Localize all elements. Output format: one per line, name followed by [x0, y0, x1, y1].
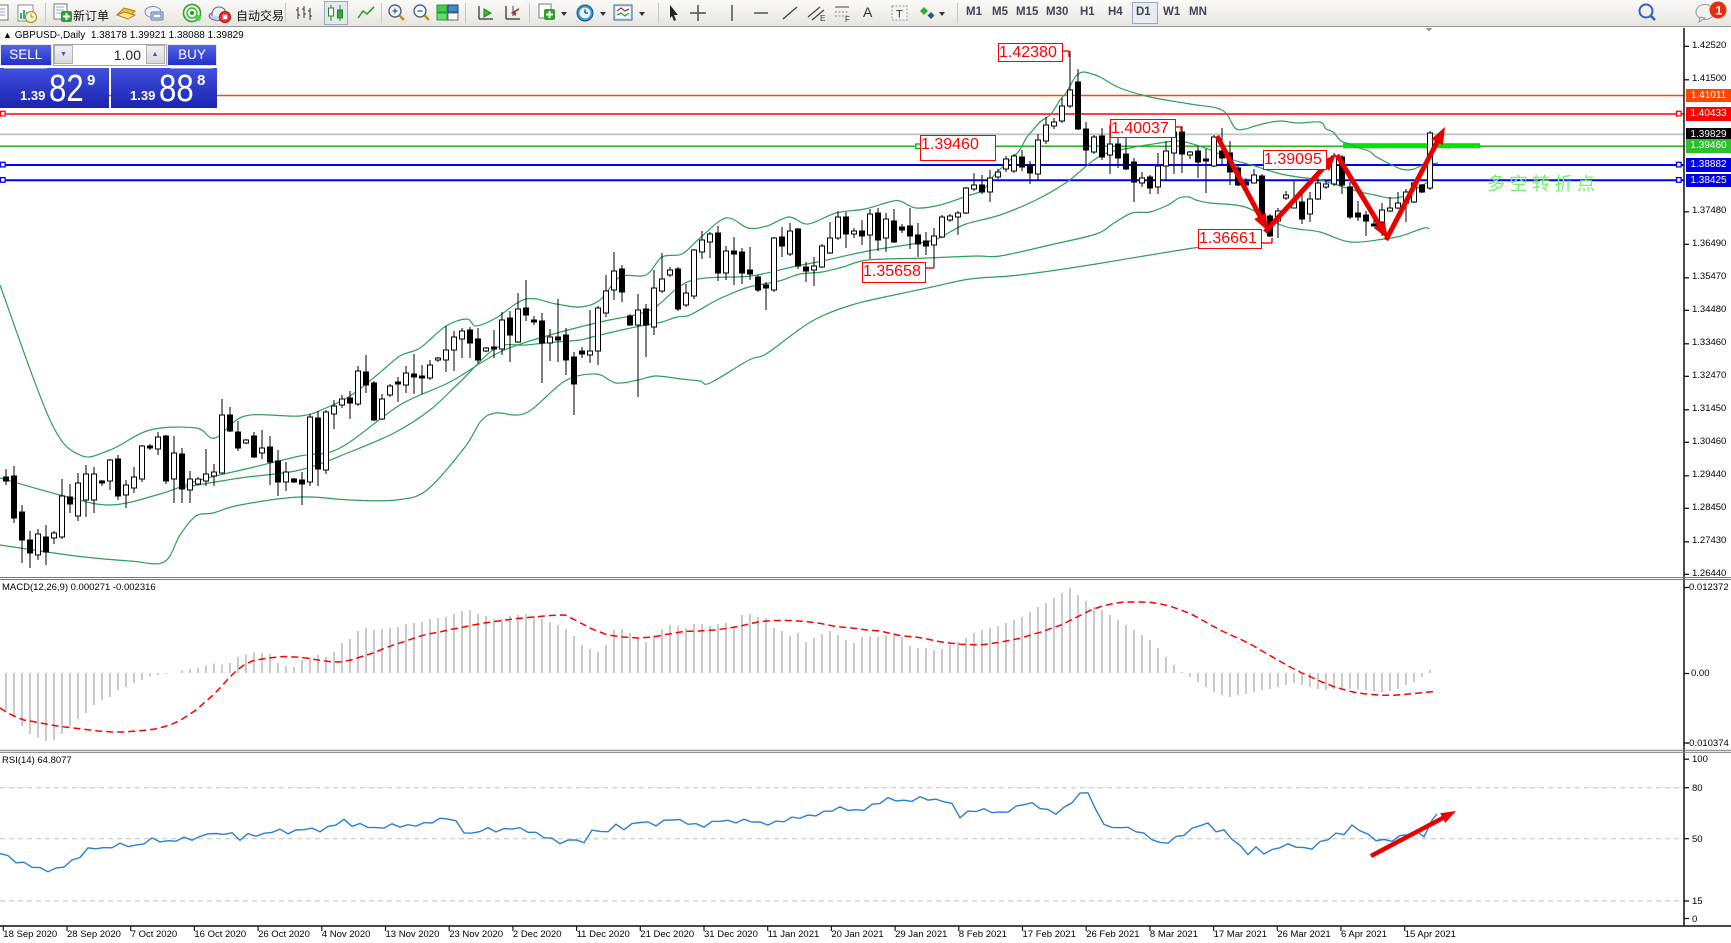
svg-text:F: F	[845, 15, 850, 23]
svg-text:E: E	[820, 14, 825, 23]
svg-text:T: T	[896, 9, 903, 21]
svg-text:1: 1	[1716, 4, 1723, 18]
